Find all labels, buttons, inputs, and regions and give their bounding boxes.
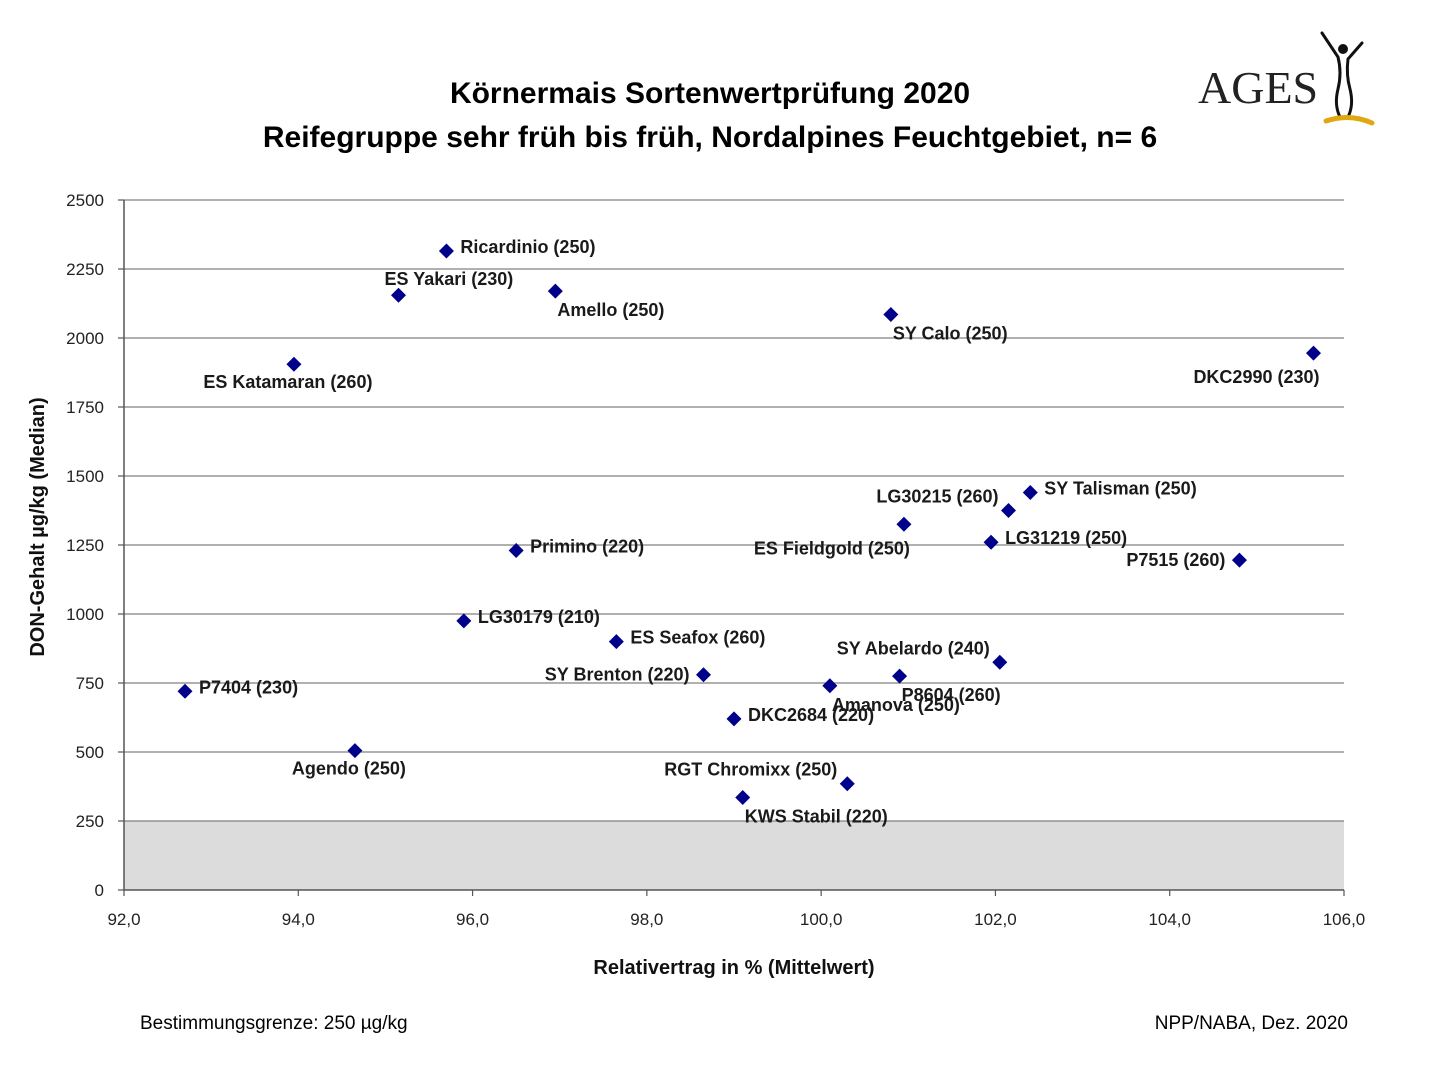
- point-labels: Ricardinio (250) ES Yakari (230) Amello (2…: [199, 237, 1320, 826]
- data-point-label: P7404 (230): [199, 677, 298, 697]
- logo-figure-icon: [1320, 31, 1364, 119]
- data-point-label: Amanova (250): [832, 695, 960, 715]
- scatter-chart: 0 250 500 750 1000 1250 1500 1750 2000 2250 2500 9…: [27, 191, 1365, 979]
- x-tick-label: 94,0: [282, 910, 315, 929]
- x-tick-label: 96,0: [456, 910, 489, 929]
- y-tick-label: 2000: [66, 329, 104, 348]
- data-point-marker: [735, 790, 751, 806]
- data-point-marker: [726, 711, 742, 727]
- data-point-label: SY Talisman (250): [1044, 479, 1196, 499]
- y-tick-label: 750: [76, 674, 104, 693]
- data-point-marker: [391, 287, 406, 303]
- chart-title-line1: Körnermais Sortenwertprüfung 2020: [449, 77, 971, 110]
- y-tick-labels: 0 250 500 750 1000 1250 1500 1750 2000 2250 2500: [66, 191, 104, 900]
- data-point-marker: [696, 667, 711, 683]
- data-point-marker: [508, 543, 524, 559]
- data-point-label: DKC2684 (220): [748, 705, 874, 725]
- y-tick-label: 0: [95, 881, 104, 900]
- data-point-marker: [456, 613, 472, 629]
- data-point-marker: [547, 283, 563, 299]
- data-point-marker: [892, 668, 908, 684]
- axes: [118, 199, 1345, 896]
- data-point-marker: [896, 516, 912, 532]
- y-axis-label: DON-Gehalt µg/kg (Median): [27, 397, 49, 656]
- detection-limit-band: [124, 821, 1344, 890]
- data-point-label: DKC2990 (230): [1193, 367, 1319, 387]
- data-point-marker: [347, 743, 363, 759]
- y-tick-label: 2500: [66, 191, 104, 210]
- y-tick-label: 2250: [66, 260, 104, 279]
- chart-title-line2: Reifegruppe sehr früh bis früh, Nordalpi…: [262, 121, 1158, 154]
- y-tick-label: 1000: [66, 605, 104, 624]
- data-point-marker: [822, 678, 838, 694]
- data-point-label: Amello (250): [557, 300, 664, 320]
- data-point-label: ES Fieldgold (250): [754, 538, 910, 558]
- data-point-marker: [286, 356, 302, 372]
- logo-gold-swoosh: [1323, 115, 1375, 126]
- ages-logo: AGES: [1198, 31, 1375, 126]
- data-point-label: LG30215 (260): [876, 487, 998, 507]
- data-point-label: P8604 (260): [902, 685, 1001, 705]
- x-tick-label: 102,0: [974, 910, 1017, 929]
- data-point-label: P7515 (260): [1126, 550, 1225, 570]
- data-point-marker: [1022, 485, 1038, 501]
- data-point-label: SY Brenton (220): [545, 665, 690, 685]
- data-point-label: KWS Stabil (220): [745, 807, 888, 827]
- x-tick-label: 106,0: [1323, 910, 1366, 929]
- data-point-marker: [1306, 345, 1321, 361]
- y-tick-label: 1500: [66, 467, 104, 486]
- gridlines: [124, 199, 1344, 822]
- y-tick-label: 1750: [66, 398, 104, 417]
- data-point-marker: [608, 634, 624, 650]
- x-tick-label: 92,0: [107, 910, 140, 929]
- data-point-label: LG30179 (210): [478, 607, 600, 627]
- x-tick-label: 104,0: [1148, 910, 1191, 929]
- data-point-label: Agendo (250): [292, 759, 406, 779]
- data-point-label: Ricardinio (250): [460, 237, 595, 257]
- data-point-label: Primino (220): [530, 537, 644, 557]
- x-axis-label: Relativertrag in % (Mittelwert): [593, 957, 874, 979]
- y-tick-label: 250: [76, 812, 104, 831]
- data-point-marker: [839, 776, 855, 792]
- data-point-label: ES Katamaran (260): [203, 372, 372, 392]
- x-tick-label: 100,0: [800, 910, 843, 929]
- data-point-marker: [438, 243, 454, 259]
- source-note: NPP/NABA, Dez. 2020: [1154, 1013, 1348, 1034]
- data-point-label: RGT Chromixx (250): [664, 760, 837, 780]
- data-point-label: ES Seafox (260): [630, 628, 765, 648]
- x-tick-label: 98,0: [630, 910, 663, 929]
- data-point-marker: [883, 307, 899, 323]
- data-point-marker: [1001, 503, 1016, 518]
- data-point-label: LG31219 (250): [1005, 528, 1127, 548]
- data-point-label: SY Calo (250): [893, 324, 1008, 344]
- detection-limit-band-rect: [124, 821, 1344, 890]
- data-points: [177, 243, 1321, 806]
- x-tick-labels: 92,0 94,0 96,0 98,0 100,0 102,0 104,0 106,0: [107, 910, 1365, 929]
- data-point-label: ES Yakari (230): [385, 269, 514, 289]
- data-point-label: SY Abelardo (240): [837, 638, 990, 658]
- logo-text: AGES: [1198, 62, 1318, 113]
- y-tick-label: 1250: [66, 536, 104, 555]
- data-point-marker: [992, 654, 1008, 670]
- detection-limit-note: Bestimmungsgrenze: 250 µg/kg: [140, 1013, 408, 1034]
- data-point-marker: [177, 683, 193, 699]
- data-point-marker: [1231, 552, 1247, 568]
- data-point-marker: [983, 534, 999, 550]
- y-tick-label: 500: [76, 743, 104, 762]
